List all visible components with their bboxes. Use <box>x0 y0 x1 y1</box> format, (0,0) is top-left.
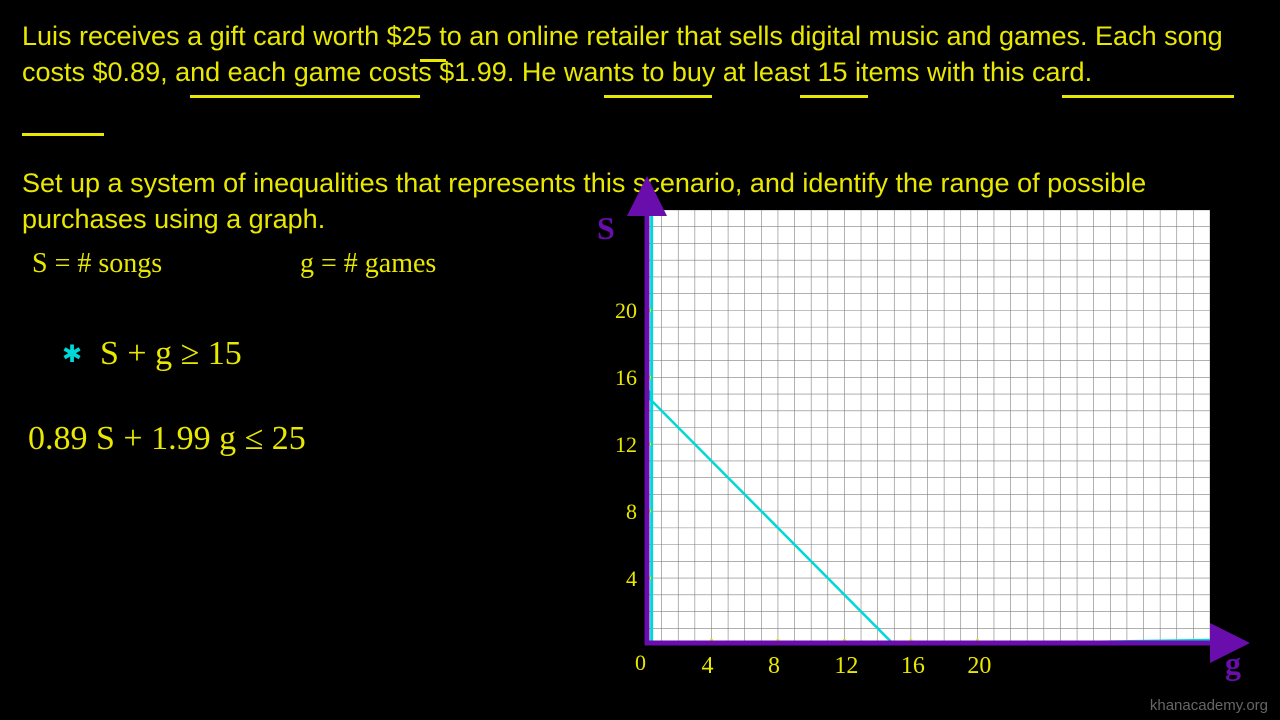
graph <box>645 210 1210 645</box>
x-axis-label: g <box>1225 645 1241 682</box>
problem-statement: Luis receives a gift card worth $25 to a… <box>22 18 1240 91</box>
origin-label: 0 <box>635 650 646 676</box>
watermark: khanacademy.org <box>1150 697 1268 714</box>
handwritten-ineq2: 0.89 S + 1.99 g ≤ 25 <box>28 420 306 458</box>
handwritten-var-s: S = # songs <box>32 248 162 280</box>
star-marker: ✱ <box>62 340 82 369</box>
handwritten-var-g: g = # games <box>300 248 436 280</box>
handwritten-ineq1: S + g ≥ 15 <box>100 335 242 373</box>
y-axis-label: S <box>597 210 615 247</box>
graph-svg <box>645 210 1210 645</box>
